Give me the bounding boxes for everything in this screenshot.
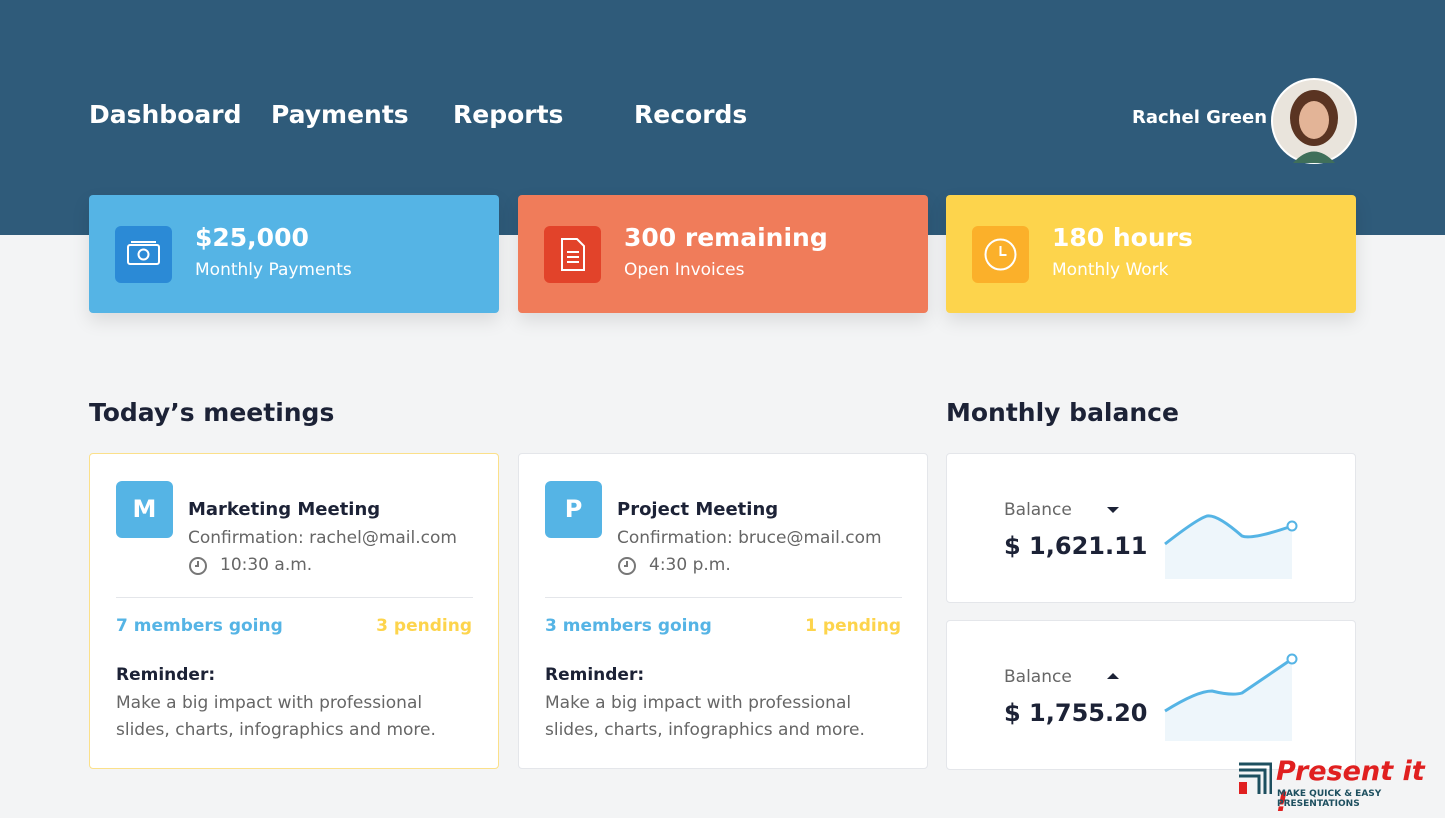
stat-card: 180 hours Monthly Work [946, 195, 1356, 313]
stat-label: Open Invoices [624, 260, 745, 280]
divider [545, 597, 902, 598]
meeting-card[interactable]: M Marketing Meeting Confirmation: rachel… [89, 453, 499, 769]
divider [116, 597, 473, 598]
section-title: Monthly balance [946, 398, 1179, 427]
balance-label: Balance [1004, 667, 1072, 687]
stat-value: $25,000 [195, 223, 309, 252]
section-title: Today’s meetings [89, 398, 335, 427]
sparkline [1164, 514, 1298, 579]
meeting-title: Project Meeting [617, 499, 779, 520]
user-name[interactable]: Rachel Green [1132, 107, 1268, 128]
reminder-title: Reminder: [545, 665, 645, 685]
stat-icon [972, 226, 1029, 283]
clock-icon [618, 557, 636, 575]
members-going: 3 members going [545, 616, 712, 636]
logo-tagline: MAKE QUICK & EASY PRESENTATIONS [1277, 789, 1382, 809]
stat-card: $25,000 Monthly Payments [89, 195, 499, 313]
logo-icon [1239, 762, 1272, 794]
stat-label: Monthly Payments [195, 260, 352, 280]
members-pending: 1 pending [805, 616, 901, 636]
reminder-title: Reminder: [116, 665, 216, 685]
nav-item[interactable]: Reports [453, 100, 564, 129]
meeting-time: 4:30 p.m. [649, 555, 731, 575]
nav-item[interactable]: Dashboard [89, 100, 242, 129]
stat-value: 180 hours [1052, 223, 1193, 252]
balance-amount: $ 1,621.11 [1004, 532, 1148, 560]
stat-icon [544, 226, 601, 283]
meeting-initial: P [545, 481, 602, 538]
sparkline [1164, 653, 1298, 741]
meeting-confirmation: Confirmation: rachel@mail.com [188, 528, 457, 548]
meeting-title: Marketing Meeting [188, 499, 381, 520]
reminder-text: Make a big impact with professional slid… [545, 693, 865, 740]
balance-card: Balance $ 1,621.11 [946, 453, 1356, 603]
balance-label: Balance [1004, 500, 1072, 520]
reminder-text: Make a big impact with professional slid… [116, 693, 436, 740]
members-pending: 3 pending [376, 616, 472, 636]
up-arrow [1107, 673, 1119, 679]
members-going: 7 members going [116, 616, 283, 636]
balance-card: Balance $ 1,755.20 [946, 620, 1356, 770]
avatar[interactable] [1271, 78, 1357, 164]
stat-icon [115, 226, 172, 283]
meeting-time: 10:30 a.m. [220, 555, 313, 575]
balance-amount: $ 1,755.20 [1004, 699, 1148, 727]
stat-value: 300 remaining [624, 223, 828, 252]
down-arrow [1107, 507, 1119, 513]
meeting-card[interactable]: P Project Meeting Confirmation: bruce@ma… [518, 453, 928, 769]
nav-item[interactable]: Records [634, 100, 748, 129]
logo-name: Present it ! [1276, 756, 1425, 818]
stat-card: 300 remaining Open Invoices [518, 195, 928, 313]
meeting-confirmation: Confirmation: bruce@mail.com [617, 528, 882, 548]
nav-item[interactable]: Payments [271, 100, 409, 129]
meeting-initial: M [116, 481, 173, 538]
clock-icon [189, 557, 207, 575]
stat-label: Monthly Work [1052, 260, 1169, 280]
